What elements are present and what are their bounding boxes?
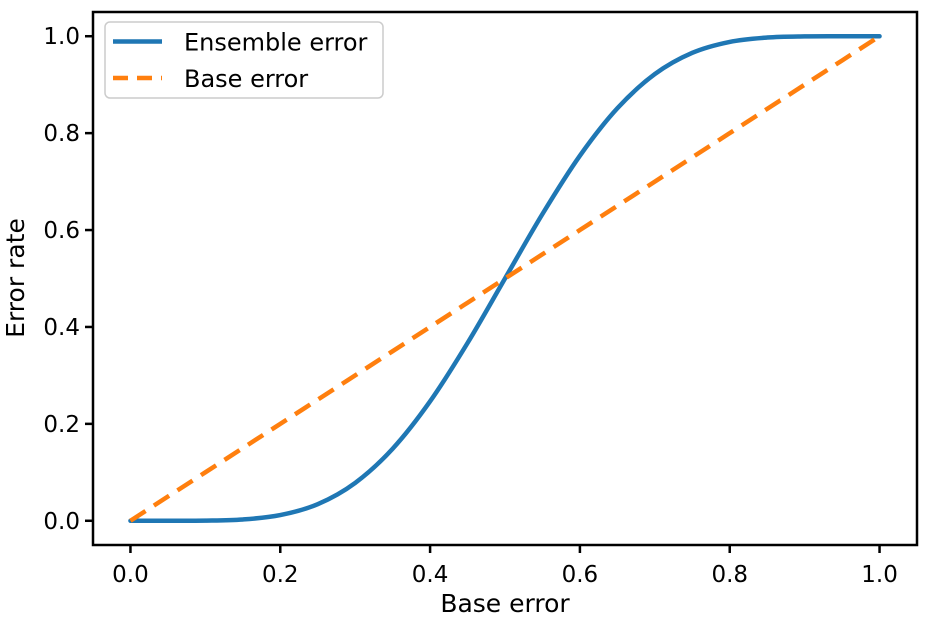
y-axis-label: Error rate	[1, 218, 30, 338]
series-lines	[128, 33, 882, 524]
series-line-base-error	[129, 34, 881, 523]
x-tick-label: 0.6	[562, 562, 599, 588]
legend-label: Ensemble error	[184, 29, 368, 57]
legend-label: Base error	[184, 65, 308, 93]
y-tick-label: 0.0	[43, 509, 80, 535]
x-tick-label: 0.0	[112, 562, 149, 588]
x-tick-label: 0.2	[262, 562, 299, 588]
y-tick-label: 0.2	[43, 412, 80, 438]
y-tick-label: 0.4	[43, 315, 80, 341]
y-tick-label: 0.6	[43, 218, 80, 244]
legend-box	[104, 21, 384, 99]
x-tick-label: 1.0	[861, 562, 898, 588]
y-axis-ticks: 0.0 0.2 0.4 0.6 0.8 1.0	[43, 24, 93, 535]
x-axis-ticks: 0.0 0.2 0.4 0.6 0.8 1.0	[112, 545, 898, 588]
plot-frame	[91, 10, 919, 547]
y-tick-label: 0.8	[43, 121, 80, 147]
series-line-ensemble-error	[128, 33, 882, 524]
x-tick-label: 0.8	[711, 562, 748, 588]
x-axis-label: Base error	[440, 589, 570, 618]
legend: Ensemble error Base error	[104, 21, 384, 99]
x-tick-label: 0.4	[412, 562, 449, 588]
y-tick-label: 1.0	[43, 24, 80, 50]
